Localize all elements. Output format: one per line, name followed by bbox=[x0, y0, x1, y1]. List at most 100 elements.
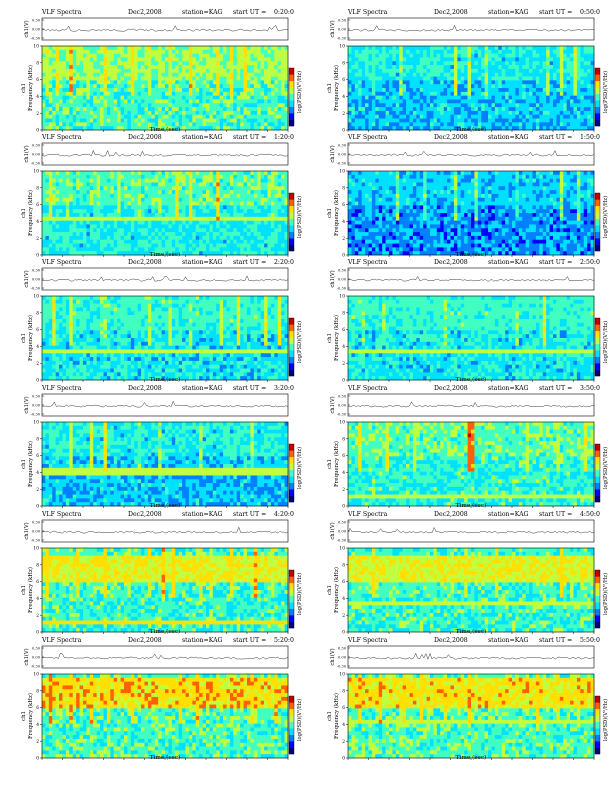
heatmap-cell bbox=[151, 118, 156, 123]
amplitude-frame bbox=[41, 142, 289, 166]
heatmap-cell bbox=[518, 110, 523, 116]
heatmap-cell bbox=[89, 235, 94, 241]
heatmap-cell bbox=[59, 193, 63, 199]
heatmap-cell bbox=[378, 122, 383, 127]
heatmap-cell bbox=[243, 239, 248, 244]
heatmap-cell bbox=[120, 178, 125, 183]
heatmap-cell bbox=[182, 84, 186, 89]
heatmap-cell bbox=[178, 186, 183, 191]
heatmap-cell bbox=[226, 197, 231, 202]
heatmap-cell bbox=[141, 53, 145, 58]
heatmap-cell bbox=[491, 76, 496, 81]
heatmap-cell bbox=[250, 224, 255, 229]
y-tick-label: 0 bbox=[36, 254, 39, 257]
heatmap-cell bbox=[86, 228, 91, 233]
heatmap-cell bbox=[240, 46, 244, 51]
heatmap-cell bbox=[471, 118, 475, 123]
heatmap-cell bbox=[556, 53, 561, 58]
heatmap-cell bbox=[491, 46, 496, 51]
heatmap-cell bbox=[134, 57, 138, 62]
heatmap-cell bbox=[467, 126, 472, 131]
heatmap-cell bbox=[192, 118, 197, 123]
heatmap-cell bbox=[219, 49, 224, 54]
heatmap-cell bbox=[192, 68, 197, 74]
heatmap-cell bbox=[247, 76, 251, 81]
heatmap-cell bbox=[576, 65, 581, 70]
heatmap-cell bbox=[260, 235, 265, 241]
heatmap-cell bbox=[154, 235, 159, 241]
heatmap-cell bbox=[55, 213, 60, 218]
heatmap-cell bbox=[113, 110, 118, 116]
heatmap-cell bbox=[361, 61, 366, 66]
heatmap-cell bbox=[48, 224, 53, 229]
heatmap-cell bbox=[48, 122, 53, 127]
heatmap-cell bbox=[89, 103, 94, 108]
heatmap-cell bbox=[389, 88, 393, 93]
heatmap-cell bbox=[354, 49, 359, 54]
heatmap-cell bbox=[195, 49, 200, 54]
heatmap-cell bbox=[450, 61, 455, 66]
heatmap-cell bbox=[395, 114, 400, 119]
heatmap-cell bbox=[240, 182, 244, 187]
heatmap-cell bbox=[171, 247, 176, 252]
heatmap-cell bbox=[498, 122, 503, 127]
heatmap-cell bbox=[378, 57, 383, 62]
heatmap-cell bbox=[443, 84, 448, 89]
heatmap-cell bbox=[141, 228, 145, 233]
heatmap-cell bbox=[250, 190, 255, 195]
heatmap-cell bbox=[45, 110, 50, 116]
heatmap-cell bbox=[389, 68, 393, 74]
heatmap-cell bbox=[96, 190, 101, 195]
heatmap-cell bbox=[529, 76, 533, 81]
heatmap-cell bbox=[130, 118, 135, 123]
heatmap-cell bbox=[124, 220, 128, 225]
heatmap-cell bbox=[127, 201, 132, 206]
heatmap-cell bbox=[556, 49, 561, 54]
heatmap-cell bbox=[76, 228, 80, 233]
heatmap-cell bbox=[45, 201, 50, 206]
heatmap-cell bbox=[120, 126, 125, 131]
heatmap-cell bbox=[79, 182, 84, 187]
y-tick-label: 8 bbox=[36, 61, 39, 66]
heatmap-cell bbox=[243, 91, 248, 96]
heatmap-cell bbox=[212, 65, 217, 70]
heatmap-cell bbox=[494, 88, 499, 93]
heatmap-cell bbox=[141, 247, 145, 252]
heatmap-cell bbox=[240, 239, 244, 244]
heatmap-cell bbox=[399, 114, 403, 119]
heatmap-cell bbox=[100, 197, 104, 202]
heatmap-cell bbox=[453, 49, 458, 54]
heatmap-cell bbox=[55, 53, 60, 58]
heatmap-cell bbox=[62, 220, 67, 225]
heatmap-cell bbox=[233, 80, 238, 85]
heatmap-cell bbox=[484, 99, 489, 104]
heatmap-cell bbox=[474, 84, 479, 89]
heatmap-cell bbox=[76, 61, 80, 66]
heatmap-cell bbox=[134, 84, 138, 89]
heatmap-cell bbox=[62, 224, 67, 229]
heatmap-cell bbox=[168, 107, 173, 112]
heatmap-cell bbox=[440, 99, 444, 104]
heatmap-cell bbox=[42, 72, 46, 77]
heatmap-cell bbox=[277, 239, 282, 244]
heatmap-cell bbox=[464, 95, 468, 100]
heatmap-cell bbox=[100, 49, 104, 54]
heatmap-cell bbox=[93, 182, 97, 187]
heatmap-cell bbox=[260, 95, 265, 100]
heatmap-cell bbox=[110, 220, 115, 225]
heatmap-cell bbox=[69, 61, 74, 66]
heatmap-cell bbox=[587, 99, 591, 104]
heatmap-cell bbox=[219, 84, 224, 89]
heatmap-cell bbox=[86, 235, 91, 241]
heatmap-cell bbox=[348, 95, 352, 100]
heatmap-cell bbox=[79, 209, 84, 214]
heatmap-cell bbox=[144, 186, 149, 191]
heatmap-cell bbox=[106, 65, 111, 70]
heatmap-cell bbox=[96, 235, 101, 241]
heatmap-cell bbox=[501, 76, 506, 81]
heatmap-cell bbox=[110, 68, 115, 74]
heatmap-cell bbox=[361, 72, 366, 77]
heatmap-cell bbox=[219, 171, 224, 176]
heatmap-cell bbox=[267, 53, 272, 58]
heatmap-cell bbox=[226, 91, 231, 96]
